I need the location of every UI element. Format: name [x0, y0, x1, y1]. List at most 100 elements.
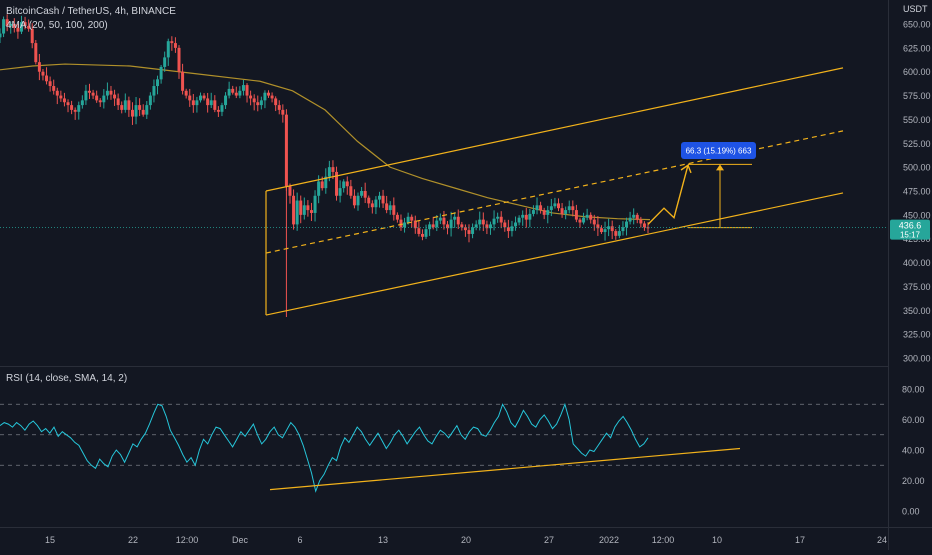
candle-body	[292, 195, 296, 225]
candle-body	[249, 95, 253, 99]
candle-body	[123, 100, 127, 110]
candle-body	[302, 205, 306, 215]
symbol-title[interactable]: BitcoinCash / TetherUS, 4h, BINANCE	[6, 6, 176, 17]
candle-body	[95, 95, 99, 101]
candle-body	[632, 214, 636, 218]
candle-body	[413, 220, 417, 229]
price-tick-label: 300.00	[903, 354, 931, 364]
candle-body	[424, 229, 428, 237]
candle-body	[503, 222, 507, 228]
candle-body	[377, 195, 381, 200]
candle-body	[578, 219, 582, 223]
price-axis-bg	[888, 0, 932, 550]
candle-body	[295, 200, 299, 225]
candle-body	[395, 214, 399, 220]
candle-body	[456, 216, 460, 225]
candle-body	[642, 223, 646, 228]
candle-body	[542, 210, 546, 215]
candle-body	[313, 195, 317, 213]
candle-body	[338, 188, 342, 196]
candle-body	[263, 92, 267, 101]
candle-body	[98, 100, 102, 103]
candle-body	[345, 181, 349, 187]
candle-body	[488, 224, 492, 229]
candle-body	[352, 195, 356, 206]
candle-body	[213, 100, 217, 110]
candle-body	[202, 95, 206, 99]
candle-body	[245, 85, 249, 96]
candle-body	[77, 105, 81, 112]
price-tick-label: 400.00	[903, 258, 931, 268]
candle-body	[41, 71, 45, 76]
candle-body	[528, 213, 532, 220]
candle-body	[2, 19, 6, 34]
rsi-tick-label: 20.00	[902, 476, 925, 486]
candle-body	[59, 95, 63, 99]
candle-body	[188, 95, 192, 101]
candle-body	[463, 227, 467, 231]
candle-body	[62, 98, 66, 103]
candle-body	[73, 109, 77, 112]
candle-body	[517, 217, 521, 223]
candle-body	[55, 90, 59, 96]
channel-lower-line	[265, 192, 844, 316]
candle-body	[628, 217, 632, 222]
candle-body	[467, 230, 471, 234]
time-tick-label: Dec	[232, 535, 249, 545]
price-tick-label: 450.00	[903, 210, 931, 220]
candle-body	[145, 105, 149, 115]
candle-body	[206, 98, 210, 106]
candle-body	[374, 199, 378, 208]
candle-body	[553, 203, 557, 207]
candle-body	[438, 217, 442, 221]
candle-body	[510, 226, 514, 232]
candle-body	[45, 75, 49, 82]
candle-body	[163, 57, 167, 67]
candle-body	[535, 205, 539, 211]
candle-body	[406, 216, 410, 223]
candle-body	[209, 100, 213, 106]
candles-layer	[0, 14, 650, 317]
price-tick-label: 475.00	[903, 187, 931, 197]
rsi-tick-label: 60.00	[902, 415, 925, 425]
candle-body	[274, 98, 278, 106]
candle-body	[560, 208, 564, 214]
candle-body	[571, 206, 575, 211]
candle-body	[567, 206, 571, 211]
candle-body	[220, 105, 224, 112]
candle-body	[574, 210, 578, 220]
candle-body	[385, 203, 389, 211]
time-tick-label: 10	[712, 535, 722, 545]
candle-body	[546, 210, 550, 215]
rsi-layer	[0, 402, 888, 493]
indicator-legend[interactable]: 4MA (20, 50, 100, 200)	[6, 20, 108, 31]
drawings-layer[interactable]: 66.3 (15.19%) 663	[0, 67, 888, 316]
candle-body	[506, 227, 510, 232]
candle-body	[105, 90, 109, 96]
candle-body	[496, 216, 500, 219]
candle-body	[120, 105, 124, 110]
candle-body	[141, 109, 145, 115]
candle-body	[403, 222, 407, 228]
candle-body	[127, 100, 131, 110]
candle-body	[277, 105, 281, 110]
candle-body	[460, 224, 464, 228]
candle-body	[102, 95, 106, 103]
rsi-legend[interactable]: RSI (14, close, SMA, 14, 2)	[6, 373, 128, 384]
price-tick-label: 650.00	[903, 20, 931, 30]
candle-body	[166, 41, 170, 58]
candle-body	[607, 226, 611, 230]
candle-body	[134, 105, 138, 117]
candle-body	[324, 176, 328, 189]
candle-body	[309, 210, 313, 213]
candle-body	[599, 228, 603, 233]
candle-body	[34, 43, 38, 63]
candle-body	[449, 219, 453, 229]
candle-body	[453, 216, 457, 220]
candle-body	[299, 200, 303, 215]
candle-body	[256, 102, 260, 106]
candle-body	[30, 28, 34, 44]
price-tick-label: 350.00	[903, 306, 931, 316]
measure-label-text: 66.3 (15.19%) 663	[686, 147, 752, 156]
